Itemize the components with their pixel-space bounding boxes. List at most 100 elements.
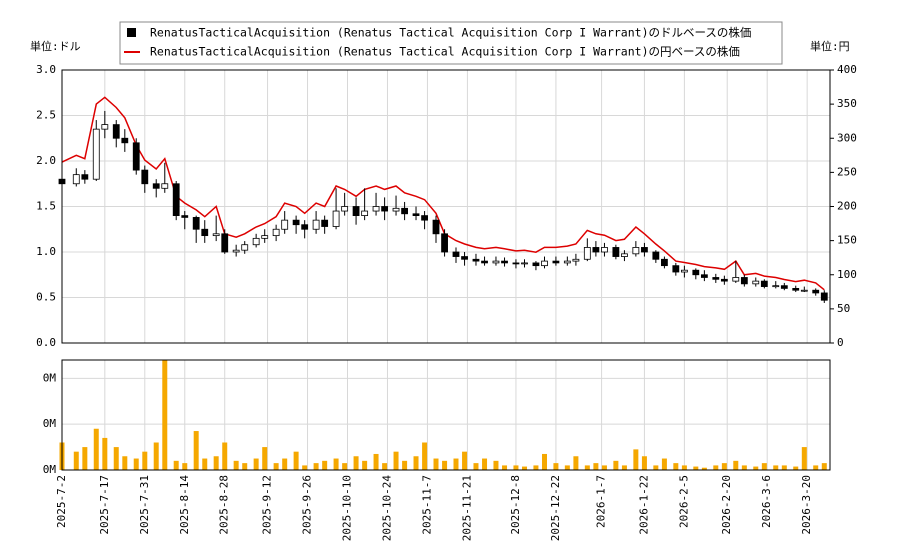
volume-bar	[773, 465, 779, 470]
candle-body	[601, 247, 608, 253]
volume-bar	[73, 451, 79, 470]
candle-body	[192, 217, 200, 230]
candle-body	[281, 219, 289, 230]
volume-bar	[493, 460, 499, 470]
volume-bar	[821, 463, 827, 470]
volume-bar	[162, 360, 168, 470]
volume-bar	[402, 460, 408, 470]
volume-bar	[513, 465, 519, 470]
candle-body	[401, 207, 409, 215]
volume-bar	[813, 465, 819, 470]
volume-bar	[173, 460, 179, 470]
candle-body	[441, 233, 448, 253]
volume-bar	[362, 460, 368, 470]
candle-body	[740, 277, 748, 285]
candle-body	[412, 213, 420, 216]
x-tick-label: 2025-12-8	[509, 475, 522, 535]
volume-bar	[282, 458, 288, 470]
volume-bar	[661, 458, 667, 470]
candle-body	[81, 174, 89, 180]
candle-body	[121, 137, 129, 144]
volume-bar	[462, 451, 468, 470]
x-tick-label: 2025-9-12	[261, 475, 274, 535]
y2-tick-label: 400	[837, 63, 857, 76]
x-tick-label: 2026-3-6	[760, 475, 773, 528]
candle-body	[521, 262, 528, 265]
candle-body	[321, 219, 329, 227]
candle-body	[312, 219, 320, 230]
candle-body	[672, 265, 680, 273]
candle-body	[341, 206, 349, 212]
volume-bar	[553, 463, 559, 470]
x-tick-label: 2025-8-14	[178, 475, 191, 535]
volume-bar	[222, 442, 228, 470]
volume-bar	[701, 467, 707, 470]
volume-bar	[302, 465, 308, 470]
y2-tick-label: 150	[837, 234, 857, 247]
volume-bar	[82, 447, 88, 470]
candle-body	[301, 224, 309, 230]
x-tick-label: 2025-7-17	[98, 475, 111, 535]
candle-body	[272, 228, 280, 237]
volume-bar	[681, 465, 687, 470]
volume-bar	[393, 451, 399, 470]
candle-body	[292, 219, 300, 226]
volume-bar	[382, 463, 388, 470]
y-tick-label: 0.0	[36, 336, 56, 349]
plot-frame	[61, 69, 831, 344]
candle-body	[361, 210, 369, 217]
volume-bar	[373, 453, 379, 470]
legend-marker	[127, 28, 136, 37]
volume-tick-label: 0M	[43, 371, 57, 384]
volume-bar	[573, 456, 579, 470]
candle-body	[492, 260, 500, 264]
x-tick-label: 2025-10-24	[380, 475, 393, 542]
volume-bar	[142, 451, 148, 470]
candle-body	[552, 260, 560, 264]
volume-bar	[761, 463, 767, 470]
volume-bar	[801, 447, 807, 470]
volume-bar	[133, 458, 139, 470]
y-tick-label: 3.0	[36, 63, 56, 76]
candle-body	[641, 247, 648, 253]
x-tick-label: 2025-11-21	[460, 475, 473, 541]
volume-bar	[433, 458, 439, 470]
candle-body	[152, 183, 160, 189]
volume-bar	[641, 456, 647, 470]
volume-bar	[233, 460, 239, 470]
x-tick-label: 2025-9-26	[301, 475, 314, 535]
candle-body	[621, 253, 628, 257]
y-tick-label: 1.5	[36, 200, 56, 213]
candle-body	[700, 274, 708, 278]
y2-tick-label: 250	[837, 165, 857, 178]
volume-bar	[482, 458, 488, 470]
y2-tick-label: 0	[837, 336, 844, 349]
candle-body	[632, 247, 640, 255]
volume-bar	[122, 456, 128, 470]
volume-bar	[262, 447, 268, 470]
x-tick-label: 2025-7-31	[138, 475, 151, 535]
volume-bar	[693, 466, 699, 470]
candle-body	[161, 183, 169, 189]
candle-body	[261, 235, 269, 239]
volume-bar	[564, 465, 570, 470]
volume-bar	[621, 465, 627, 470]
volume-bar	[793, 466, 799, 470]
y2-tick-label: 350	[837, 97, 857, 110]
candle-body	[572, 258, 580, 262]
y2-tick-label: 100	[837, 268, 857, 281]
volume-bar	[533, 465, 539, 470]
x-tick-label: 2025-8-28	[218, 475, 231, 535]
x-tick-label: 2026-1-7	[595, 475, 608, 528]
y-axis-label: 単位:ドル	[30, 39, 81, 53]
candle-body	[532, 262, 540, 267]
volume-bar	[781, 465, 787, 470]
candle-body	[212, 233, 220, 237]
candle-body	[72, 174, 80, 185]
y2-tick-label: 200	[837, 200, 857, 213]
candle-body	[392, 207, 400, 212]
volume-bar	[653, 465, 659, 470]
y-tick-label: 2.0	[36, 154, 56, 167]
volume-tick-label: 0M	[43, 417, 57, 430]
